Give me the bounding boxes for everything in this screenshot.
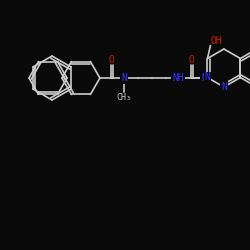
Text: CH₃: CH₃ <box>116 94 132 102</box>
Text: N: N <box>221 82 227 92</box>
Text: N: N <box>201 73 207 83</box>
Text: N: N <box>121 73 127 83</box>
Text: N: N <box>204 72 210 83</box>
Text: O: O <box>109 55 115 65</box>
Text: OH: OH <box>210 36 222 46</box>
Text: NH: NH <box>172 73 184 83</box>
Text: O: O <box>189 55 195 65</box>
